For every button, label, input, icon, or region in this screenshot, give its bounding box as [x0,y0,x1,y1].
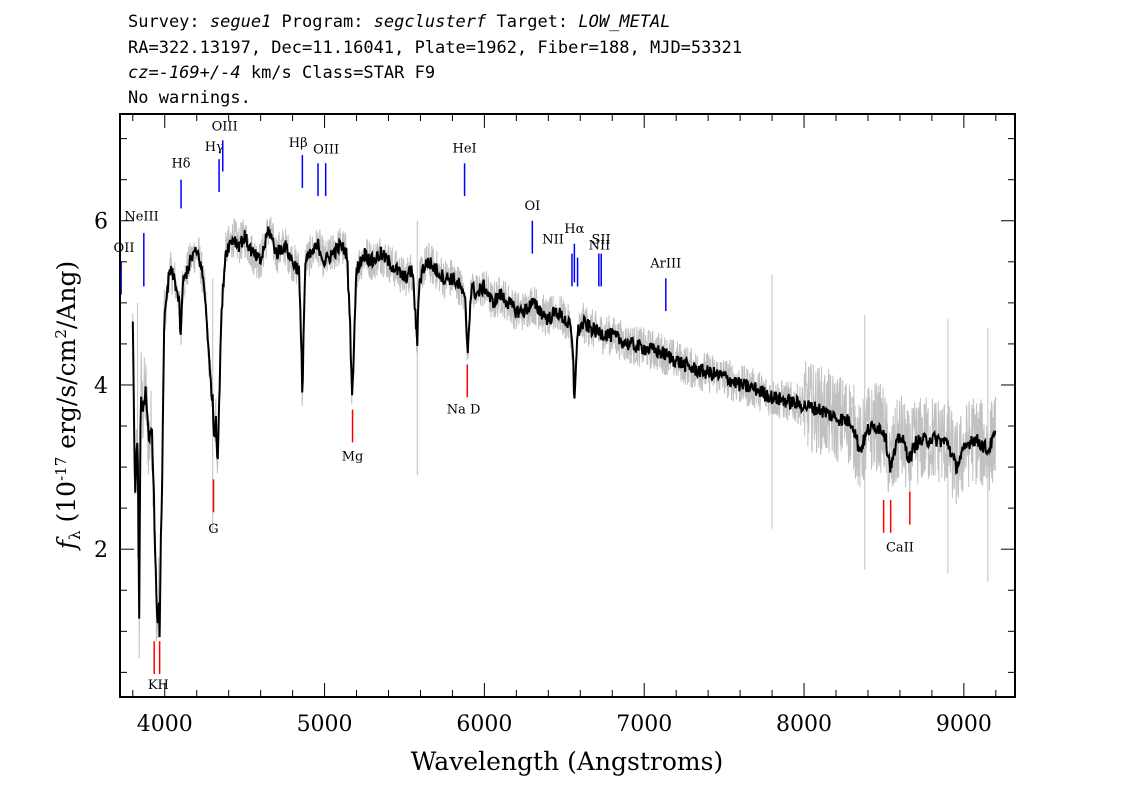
redshift-value: cz=-169+/-4 [128,63,241,83]
line-label-ariii: ArIII [649,257,681,272]
line-label-nii: NII [589,238,611,253]
header-line-3: cz=-169+/-4 km/s Class=STAR F9 [128,63,435,83]
axis-ticks: 4000 5000 6000 7000 8000 9000 2 4 6 [94,114,1015,737]
line-label-neiii: NeIII [124,210,158,225]
target-value: LOW_METAL [578,12,671,32]
y-axis-title: fλ (10-17 erg/s/cm2/Ang) [52,261,84,551]
program-value: segclusterf [373,12,487,32]
line-label-hβ: Hβ [289,136,308,151]
y-tick-label: 4 [94,374,108,399]
line-label-caii: CaII [886,541,914,556]
line-label-g: G [208,522,218,537]
raw-flux-line [132,216,997,659]
class-value: km/s Class=STAR F9 [240,63,436,83]
line-label-oiii: OIII [212,119,238,134]
header-line-1: Survey: segue1 Program: segclusterf Targ… [128,12,671,32]
line-label-hei: HeI [452,142,476,157]
line-label-na-d: Na D [447,403,481,418]
line-label-mg: Mg [342,450,364,465]
y-tick-label: 6 [94,210,108,235]
line-label-oiii: OIII [313,142,339,157]
raw-flux-layer [132,216,997,659]
header-line-4: No warnings. [128,88,251,108]
line-label-hα: Hα [564,222,584,237]
smoothed-flux-layer [131,226,997,638]
target-label: Target: [486,12,579,32]
x-tick-label: 9000 [936,712,992,737]
smoothed-flux-line [131,226,997,638]
survey-label: Survey: [128,12,210,32]
x-tick-label: 8000 [776,712,832,737]
x-tick-label: 7000 [616,712,672,737]
program-label: Program: [271,12,374,32]
x-axis-title: Wavelength (Angstroms) [411,747,723,776]
line-label-nii: NII [542,233,564,248]
line-label-oi: OI [524,199,540,214]
line-label-sii: SII [591,233,610,248]
line-label-k: K [148,678,158,693]
survey-value: segue1 [209,12,272,32]
x-tick-label: 4000 [137,712,193,737]
x-tick-label: 5000 [297,712,353,737]
y-tick-label: 2 [94,538,108,563]
line-label-oii: OII [114,241,135,256]
line-label-h: H [157,678,168,693]
x-tick-label: 6000 [456,712,512,737]
line-label-hδ: Hδ [171,156,190,171]
plot-frame [119,113,1016,698]
header-line-2: RA=322.13197, Dec=11.16041, Plate=1962, … [128,38,743,58]
line-label-hγ: Hγ [205,140,224,155]
